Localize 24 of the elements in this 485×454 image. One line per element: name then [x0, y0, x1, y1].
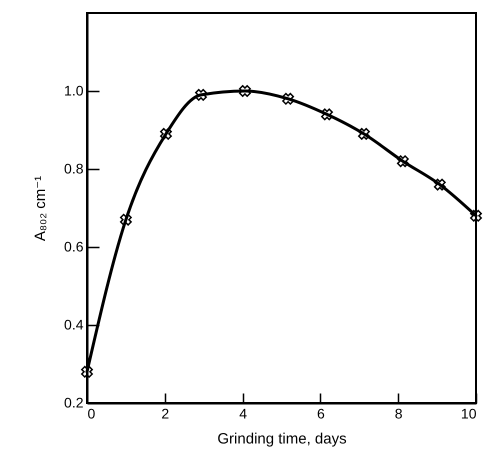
point: [81, 366, 93, 378]
y-axis-title: A₈₀₂ cm⁻¹: [32, 176, 50, 242]
point: [434, 178, 446, 191]
point: [396, 155, 409, 168]
y-tick-label: 1.0: [64, 82, 84, 98]
x-tick-label: 0: [88, 406, 96, 422]
x-tick-label: 6: [317, 406, 325, 422]
point: [358, 128, 370, 140]
point: [238, 85, 251, 97]
x-tick-label: 2: [161, 406, 170, 422]
point: [195, 88, 207, 101]
x-axis-title: Grinding time, days: [217, 430, 347, 448]
x-tick-label: 4: [239, 406, 248, 422]
point: [120, 214, 132, 226]
point: [160, 128, 172, 140]
y-tick-label: 0.2: [64, 394, 84, 410]
y-tick-label: 0.8: [64, 160, 84, 176]
point: [282, 92, 294, 105]
x-tick-label: 10: [460, 406, 477, 422]
y-tick-label: 0.6: [64, 238, 84, 254]
point: [321, 108, 333, 120]
y-tick-label: 0.4: [64, 316, 84, 332]
x-tick-label: 8: [394, 406, 403, 422]
point: [470, 210, 482, 222]
